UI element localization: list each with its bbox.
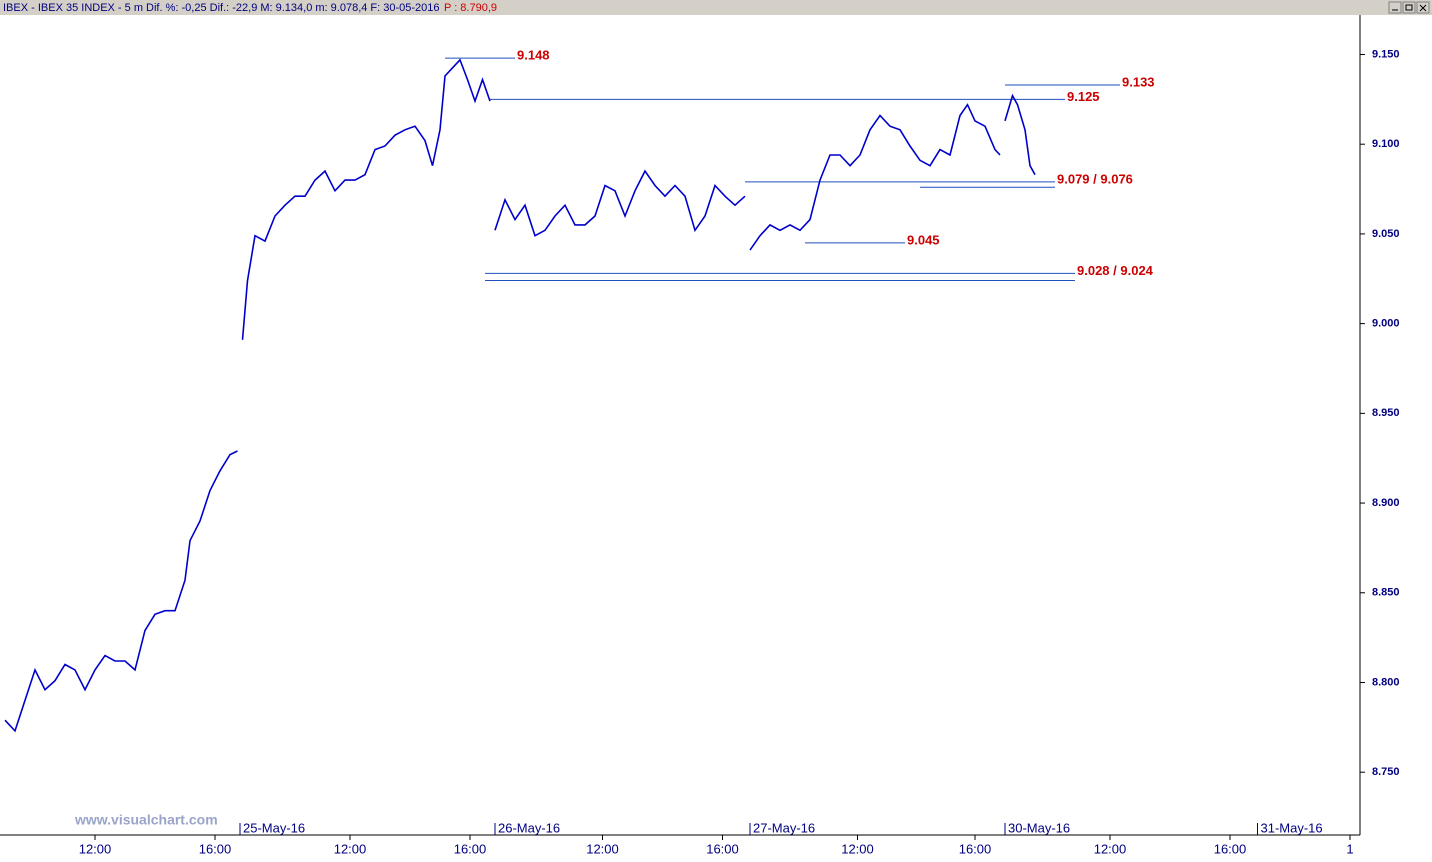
x-date-label: 25-May-16: [243, 820, 305, 835]
x-tick-label: 16:00: [199, 841, 232, 856]
level-label: 9.133: [1122, 74, 1155, 89]
maximize-button[interactable]: [1402, 1, 1416, 14]
window-buttons[interactable]: [1388, 1, 1430, 14]
x-tick-label: 12:00: [841, 841, 874, 856]
maximize-icon: [1405, 4, 1413, 11]
x-date-label: 30-May-16: [1008, 820, 1070, 835]
y-tick-label: 8.900: [1372, 497, 1400, 509]
y-tick-label: 8.800: [1372, 676, 1400, 688]
x-tick-label: 16:00: [959, 841, 992, 856]
minimize-button[interactable]: [1388, 1, 1402, 14]
x-tick-label: 16:00: [706, 841, 739, 856]
x-date-label: 26-May-16: [498, 820, 560, 835]
level-label: 9.045: [907, 232, 940, 247]
x-tick-label: 12:00: [586, 841, 619, 856]
x-tick-label: 16:00: [1214, 841, 1247, 856]
header-title: IBEX - IBEX 35 INDEX - 5 m Dif. %: -0,25…: [3, 2, 440, 14]
x-date-label: 31-May-16: [1261, 820, 1323, 835]
y-tick-label: 8.750: [1372, 766, 1400, 778]
x-tick-label: 16:00: [454, 841, 487, 856]
x-tick-label: 12:00: [79, 841, 112, 856]
price-line: [4, 58, 1036, 733]
level-label: 9.148: [517, 48, 550, 63]
y-tick-label: 8.850: [1372, 587, 1400, 599]
level-label: 9.125: [1067, 89, 1100, 104]
x-tick-label: 12:00: [1094, 841, 1127, 856]
y-tick-label: 9.050: [1372, 228, 1400, 240]
x-tick-label: 1: [1346, 841, 1353, 856]
level-label: 9.028 / 9.024: [1077, 263, 1154, 278]
x-date-label: 27-May-16: [753, 820, 815, 835]
title-bar: [0, 0, 1432, 15]
level-label: 9.079 / 9.076: [1057, 171, 1133, 186]
header-last-price: P : 8.790,9: [444, 2, 497, 14]
y-tick-label: 8.950: [1372, 407, 1400, 419]
close-icon: [1419, 4, 1427, 12]
y-tick-label: 9.150: [1372, 48, 1400, 60]
y-tick-label: 9.100: [1372, 138, 1400, 150]
x-tick-label: 12:00: [334, 841, 367, 856]
y-tick-label: 9.000: [1372, 318, 1400, 330]
watermark: www.visualchart.com: [74, 812, 218, 828]
